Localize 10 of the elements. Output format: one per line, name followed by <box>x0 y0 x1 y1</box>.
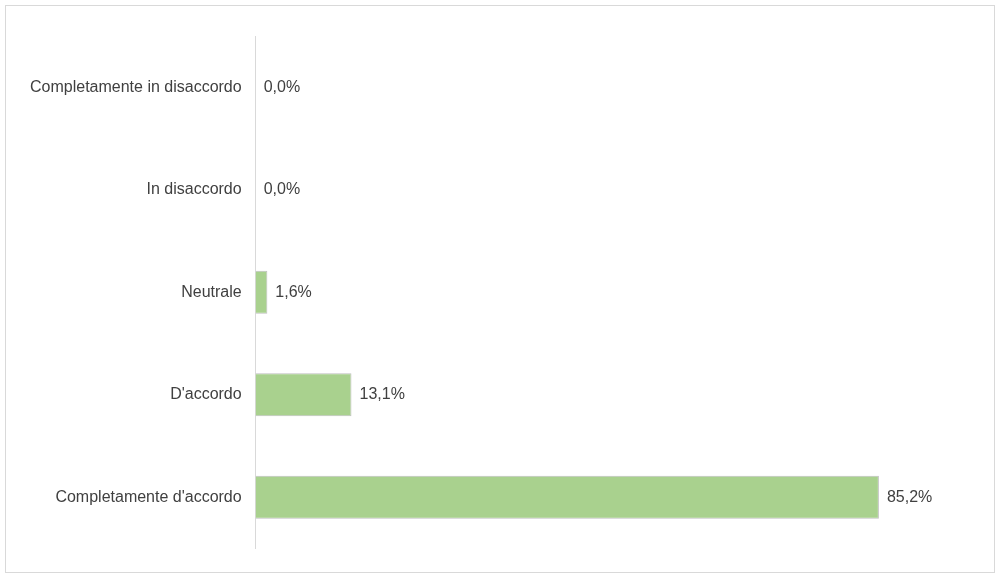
data-label: 0,0% <box>263 77 301 95</box>
y-tick-label: Completamente d'accordo <box>55 487 242 505</box>
y-tick-label: D'accordo <box>170 385 242 403</box>
y-tick-label: Completamente in disaccordo <box>29 77 242 95</box>
y-tick-label: Neutrale <box>181 282 242 300</box>
data-label: 1,6% <box>275 282 312 300</box>
data-label: 0,0% <box>263 180 301 198</box>
data-label: 85,2% <box>886 487 933 505</box>
data-label: 13,1% <box>359 385 405 403</box>
y-tick-label: In disaccordo <box>146 180 242 198</box>
